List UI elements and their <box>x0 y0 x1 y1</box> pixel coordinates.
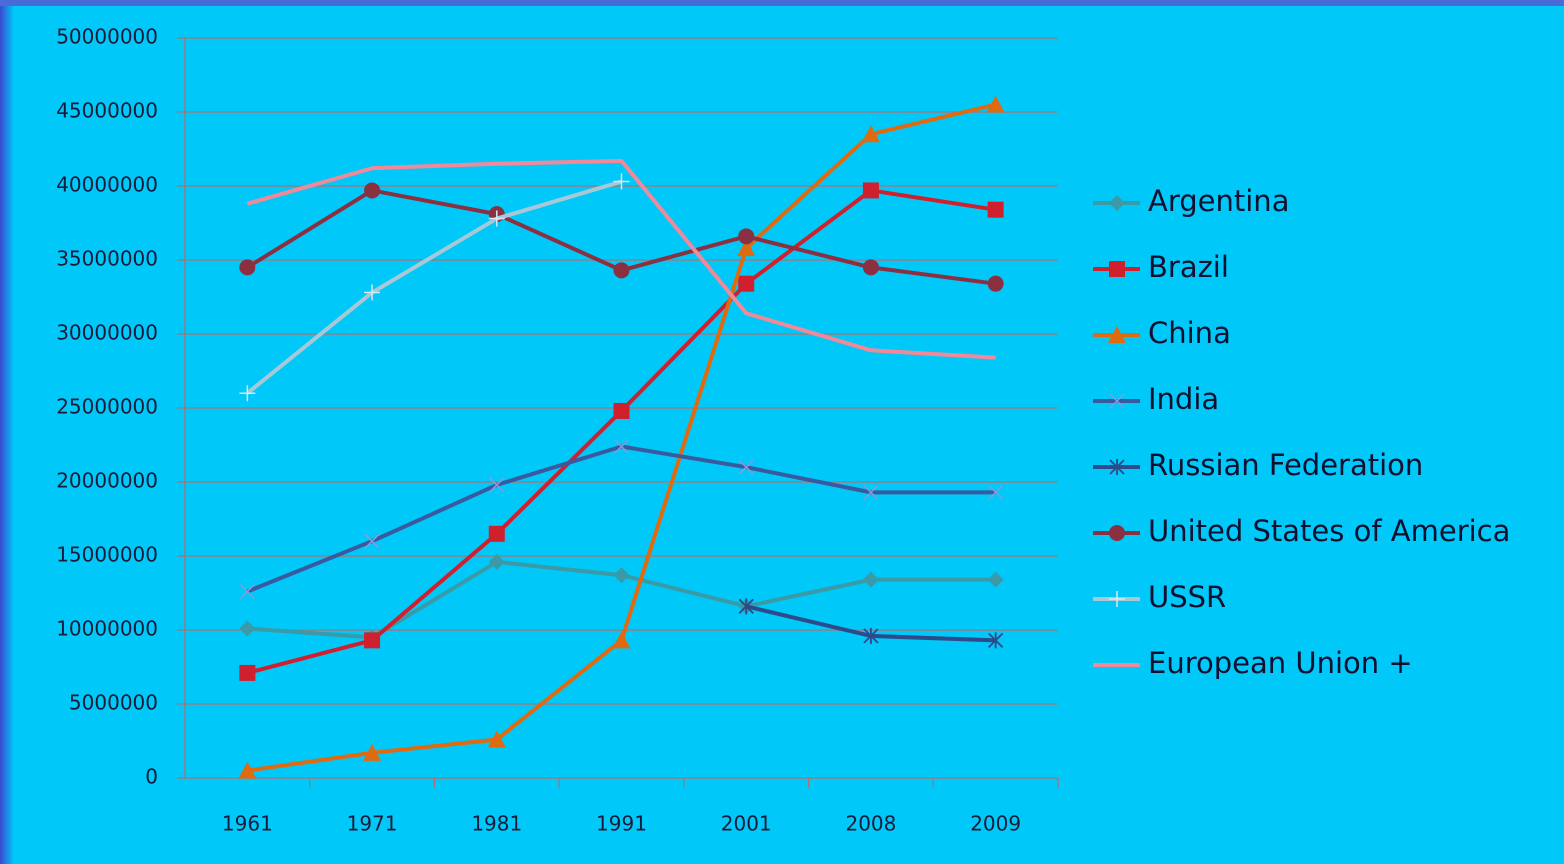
x-tick-label: 1981 <box>471 812 522 836</box>
marker <box>737 239 756 257</box>
marker <box>489 477 505 493</box>
marker <box>239 583 255 600</box>
y-tick-label: 30000000 <box>56 321 158 345</box>
legend-label: European Union + <box>1148 646 1413 680</box>
marker <box>239 259 256 276</box>
y-tick-label: 5000000 <box>69 691 158 715</box>
x-tick-label: 2008 <box>845 812 896 836</box>
marker <box>364 182 381 199</box>
y-tick-label: 25000000 <box>56 395 158 419</box>
marker <box>239 385 256 402</box>
marker <box>1109 195 1125 211</box>
legend-label: Russian Federation <box>1148 448 1423 482</box>
legend-label: China <box>1148 316 1231 350</box>
marker <box>863 484 879 500</box>
marker <box>613 262 630 279</box>
marker <box>988 484 1004 500</box>
legend-label: India <box>1148 382 1219 416</box>
marker <box>239 664 256 681</box>
marker <box>613 173 630 190</box>
y-tick-label: 0 <box>145 765 158 789</box>
y-tick-label: 10000000 <box>56 617 158 641</box>
marker <box>1109 393 1125 409</box>
x-tick-label: 2001 <box>721 812 772 836</box>
legend-label: Argentina <box>1148 184 1289 218</box>
marker <box>862 259 879 276</box>
marker <box>861 125 880 143</box>
marker <box>612 631 631 649</box>
marker <box>1109 525 1125 541</box>
marker <box>738 228 755 245</box>
marker <box>364 284 381 301</box>
marker <box>1109 459 1125 475</box>
marker <box>239 620 256 637</box>
series-line <box>246 179 623 395</box>
marker <box>988 632 1004 649</box>
marker <box>738 459 754 475</box>
marker <box>987 571 1004 588</box>
edge <box>0 0 1564 6</box>
marker <box>238 761 257 779</box>
marker <box>863 627 879 644</box>
marker <box>987 201 1004 218</box>
marker <box>613 438 630 455</box>
y-tick-label: 45000000 <box>56 99 158 123</box>
y-tick-label: 20000000 <box>56 469 158 493</box>
y-tick-label: 40000000 <box>56 173 158 197</box>
marker <box>488 210 505 227</box>
marker <box>738 598 754 615</box>
marker <box>1109 591 1125 607</box>
x-tick-label: 2009 <box>970 812 1021 836</box>
marker <box>862 182 879 199</box>
marker <box>1109 261 1125 277</box>
marker <box>488 525 505 542</box>
marker <box>613 402 630 419</box>
marker <box>986 95 1005 113</box>
y-tick-label: 35000000 <box>56 247 158 271</box>
marker <box>738 275 755 292</box>
x-tick-label: 1961 <box>222 812 273 836</box>
x-tick-label: 1991 <box>596 812 647 836</box>
marker <box>488 553 505 570</box>
marker <box>364 632 381 649</box>
legend-label: United States of America <box>1148 514 1510 548</box>
marker <box>364 533 380 549</box>
marker <box>613 567 630 584</box>
series-line <box>246 158 996 360</box>
marker <box>487 730 506 748</box>
x-tick-label: 1971 <box>347 812 398 836</box>
y-tick-label: 15000000 <box>56 543 158 567</box>
marker <box>987 275 1004 292</box>
y-tick-label: 50000000 <box>56 25 158 49</box>
edge <box>0 0 14 864</box>
marker <box>363 743 382 761</box>
marker <box>1108 326 1126 343</box>
legend-label: USSR <box>1148 580 1226 614</box>
marker <box>862 571 879 588</box>
legend-label: Brazil <box>1148 250 1229 284</box>
